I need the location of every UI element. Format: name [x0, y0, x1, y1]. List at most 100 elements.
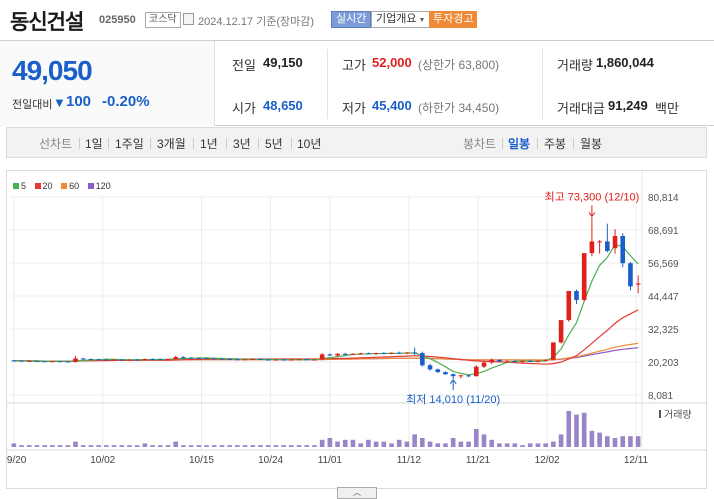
- prev-close-label: 전일: [232, 58, 256, 73]
- candle-body: [450, 374, 456, 377]
- period-daily[interactable]: 일봉: [508, 137, 531, 151]
- y-tick-label: 68,691: [648, 226, 679, 237]
- y-tick-label: 20,203: [648, 358, 679, 369]
- candle-body: [335, 353, 340, 356]
- high-value: 52,000: [372, 55, 412, 70]
- quote-panel: 49,050 전일대비 ▼ 100 -0.20% 전일 49,150 고가 52…: [0, 40, 714, 126]
- candle-body: [635, 283, 641, 285]
- candle-body: [466, 375, 471, 377]
- candle-body: [281, 359, 286, 361]
- candle-body: [589, 241, 595, 254]
- candlestick-chart[interactable]: 5 20 60 120 80,814 68,691 56,569 44,447 32,3…: [6, 170, 707, 489]
- volume-bar: [119, 445, 125, 447]
- candle-body: [181, 357, 186, 359]
- upper-limit: (상한가 63,800): [418, 58, 500, 72]
- volume-bar: [535, 443, 541, 447]
- candle-body: [265, 359, 271, 361]
- volume-bar: [34, 445, 40, 447]
- divider: [108, 138, 109, 149]
- change-percent: -0.20%: [102, 93, 150, 110]
- volume-bar: [473, 429, 479, 447]
- volume-label: 거래량: [664, 409, 692, 421]
- volume-bar: [204, 445, 209, 447]
- volume-bar: [11, 443, 17, 447]
- candle-body: [628, 263, 633, 287]
- volume-bar: [142, 443, 148, 447]
- volume-bar: [211, 445, 217, 447]
- volume-bar: [104, 445, 109, 447]
- period-1y[interactable]: 1년: [200, 137, 218, 151]
- x-tick-label: 12/11: [624, 455, 649, 466]
- volume-bar: [358, 443, 363, 447]
- candle-body: [134, 359, 140, 361]
- low-annotation: 최저 14,010 (11/20): [406, 393, 500, 406]
- period-bar: 선차트 1일 1주일 3개월 1년 3년 5년 10년 봉차트 일봉 주봉 월봉: [6, 127, 707, 158]
- candle-body: [551, 342, 556, 360]
- volume-bar: [181, 445, 186, 447]
- x-tick-label: 10/24: [258, 455, 283, 466]
- divider: [573, 138, 574, 149]
- volume-bar: [281, 445, 286, 447]
- candle-body: [612, 235, 618, 249]
- period-monthly[interactable]: 월봉: [580, 137, 603, 151]
- volume-legend-marker: [659, 410, 661, 418]
- period-1w[interactable]: 1주일: [115, 137, 144, 151]
- candle-body: [358, 353, 363, 355]
- period-3m[interactable]: 3개월: [157, 137, 186, 151]
- high-arrow-icon: [588, 212, 596, 218]
- company-overview-button[interactable]: 기업개요 ▼: [371, 11, 431, 28]
- candle-body: [535, 360, 541, 362]
- realtime-button[interactable]: 실시간: [331, 11, 372, 28]
- candle-body: [574, 290, 579, 300]
- title-bar: 동신건설 025950 코스닥 2024.12.17 기준(장마감) 실시간 기…: [0, 0, 714, 40]
- candle-body: [19, 360, 24, 362]
- candle-body: [566, 290, 572, 321]
- candle-body: [504, 361, 510, 363]
- candle-body: [204, 358, 209, 360]
- x-tick-label: 11/12: [397, 455, 422, 466]
- divider: [502, 138, 503, 149]
- volume-bar: [80, 445, 86, 447]
- period-5y[interactable]: 5년: [265, 137, 283, 151]
- volume-bar: [612, 438, 618, 447]
- candle-body: [427, 365, 433, 370]
- period-10y[interactable]: 10년: [297, 137, 322, 151]
- candle-body: [173, 357, 179, 360]
- volume-bar: [335, 441, 340, 447]
- volume-bar: [420, 438, 425, 447]
- stock-code: 025950: [99, 14, 136, 26]
- investment-warning-badge[interactable]: 투자경고: [429, 11, 478, 28]
- candle-body: [26, 360, 32, 362]
- candle-body: [350, 353, 356, 355]
- candle-body: [404, 352, 410, 354]
- candle-body: [312, 359, 317, 361]
- change-label: 전일대비: [12, 99, 53, 111]
- candle-body: [512, 361, 518, 363]
- volume-bar: [589, 430, 595, 447]
- candle-body: [435, 369, 441, 373]
- volume-bar: [373, 441, 379, 447]
- volume-bar: [504, 443, 510, 447]
- candle-body: [273, 359, 279, 361]
- volume-bar: [242, 445, 248, 447]
- period-weekly[interactable]: 주봉: [544, 137, 567, 151]
- market-badge: 코스닥: [145, 12, 181, 28]
- volume-bar: [597, 432, 602, 447]
- y-tick-label: 80,814: [648, 193, 679, 204]
- candle-body: [250, 359, 256, 361]
- candle-body: [342, 353, 348, 355]
- volume-bar: [188, 445, 194, 447]
- volume-bar: [427, 441, 433, 447]
- x-tick-label: 11/21: [466, 455, 491, 466]
- volume-bar: [489, 439, 495, 447]
- candle-chart-label: 봉차트: [463, 137, 497, 151]
- period-3y[interactable]: 3년: [233, 137, 251, 151]
- collapse-button[interactable]: ︿: [337, 487, 377, 499]
- divider: [226, 138, 227, 149]
- volume-bar: [173, 441, 179, 447]
- candle-body: [258, 359, 263, 361]
- x-tick-label: 11/01: [318, 455, 343, 466]
- period-1d[interactable]: 1일: [85, 137, 103, 151]
- candle-body: [481, 362, 487, 367]
- candle-body: [227, 359, 232, 361]
